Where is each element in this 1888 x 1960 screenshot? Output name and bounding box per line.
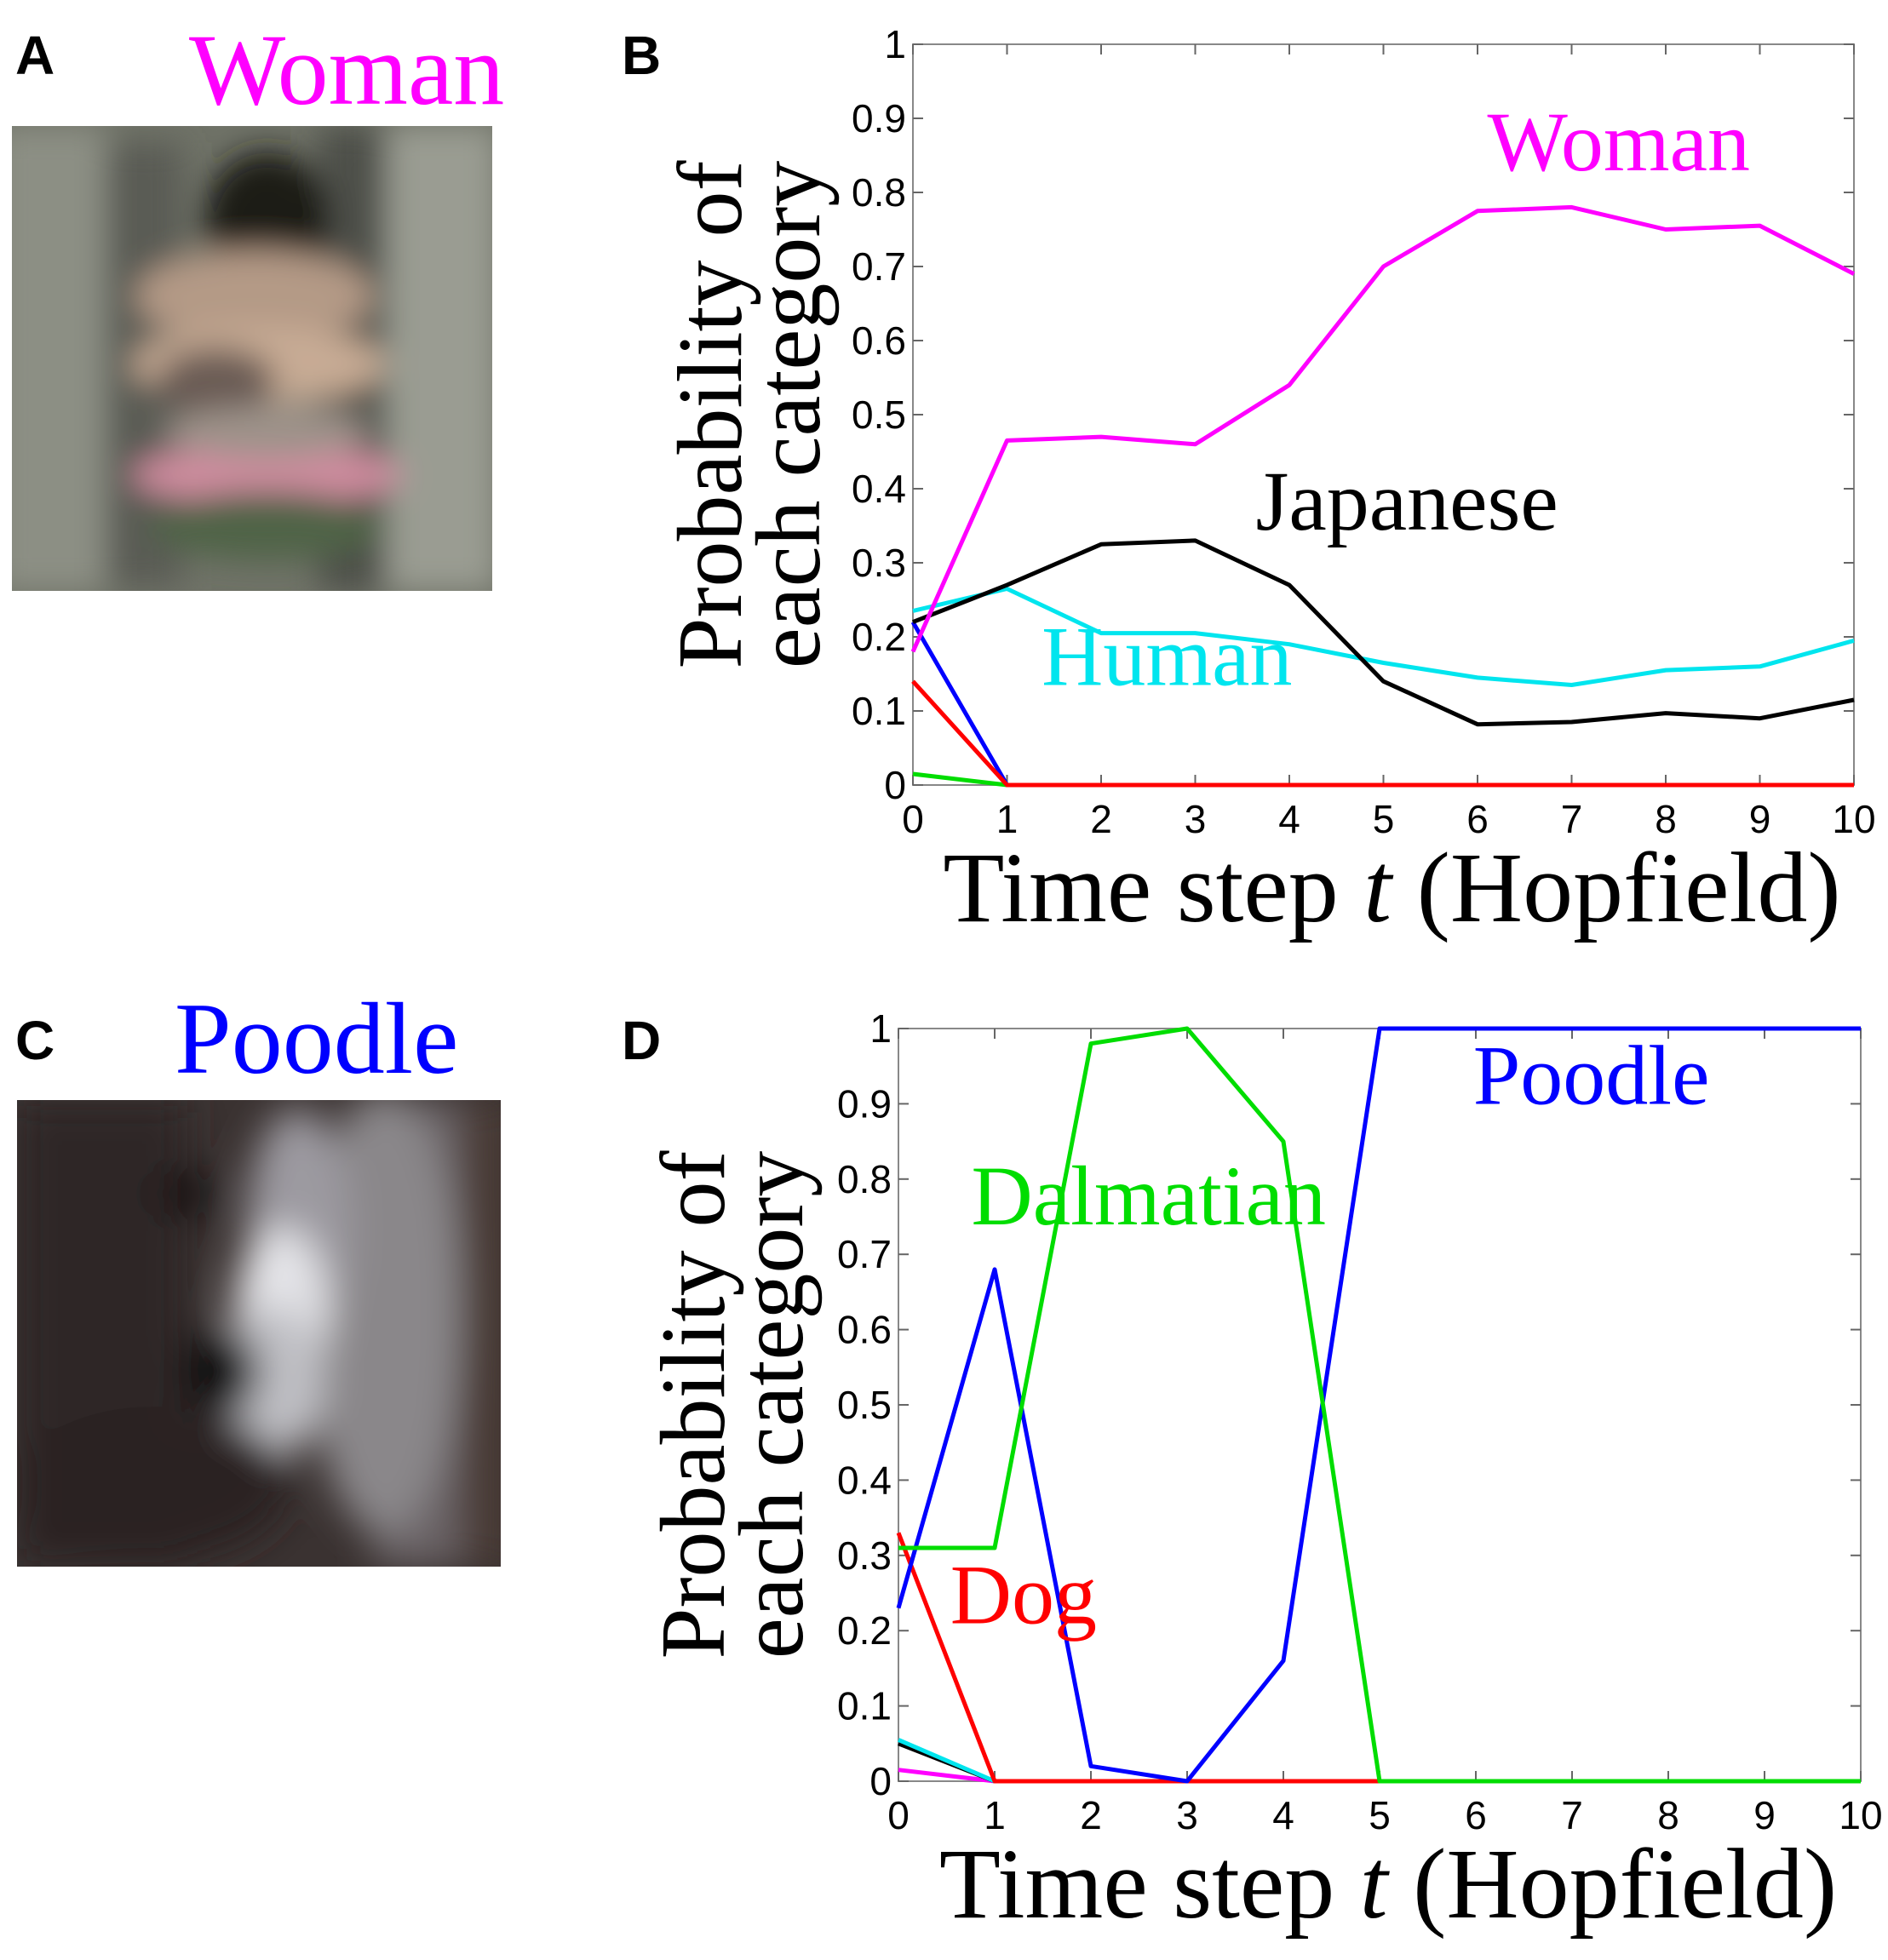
d-y-tick-label: 0.1 bbox=[837, 1684, 892, 1728]
d-y-tick-label: 0.8 bbox=[837, 1157, 892, 1201]
b-line-human bbox=[912, 587, 1855, 687]
b-x-tick-label: 9 bbox=[1749, 797, 1771, 841]
chart-d: 00.10.20.30.40.50.60.70.80.910 1 2 3 4 5 6 7 8 9 1… bbox=[643, 1006, 1882, 1940]
b-x-tick-label: 6 bbox=[1466, 797, 1489, 841]
d-x-tick-label: 7 bbox=[1561, 1793, 1583, 1837]
d-x-tick-label: 6 bbox=[1465, 1793, 1487, 1837]
b-x-tick-label: 8 bbox=[1655, 797, 1677, 841]
b-y-tick-label: 0.9 bbox=[852, 96, 906, 140]
b-x-tick-label: 7 bbox=[1561, 797, 1583, 841]
b-x-tick-label: 3 bbox=[1185, 797, 1207, 841]
d-y-tick-label: 0.5 bbox=[837, 1383, 892, 1427]
b-y-tick-label: 0.4 bbox=[852, 467, 906, 511]
b-y-tick-label: 0.7 bbox=[852, 244, 906, 289]
d-x-tick-label: 10 bbox=[1839, 1793, 1882, 1837]
b-y-tick-label: 0.8 bbox=[852, 170, 906, 215]
b-annotation-human: Human bbox=[1042, 610, 1292, 704]
d-x-tick-label: 5 bbox=[1369, 1793, 1391, 1837]
d-x-tick-label: 3 bbox=[1176, 1793, 1198, 1837]
panel-label-c: C bbox=[15, 1010, 55, 1071]
d-x-tick-label: 2 bbox=[1080, 1793, 1102, 1837]
b-x-tick-label: 0 bbox=[902, 797, 924, 841]
panel-label-a: A bbox=[15, 25, 55, 86]
panel-label-b: B bbox=[622, 25, 662, 86]
b-y-axis-label-line2: each category bbox=[738, 161, 840, 669]
image-title-woman: Woman bbox=[189, 13, 505, 126]
d-line-dalmatian bbox=[898, 1026, 1861, 1784]
b-annotation-japanese: Japanese bbox=[1255, 454, 1558, 548]
image-title-poodle: Poodle bbox=[175, 982, 459, 1095]
d-y-tick-label: 0.9 bbox=[837, 1081, 892, 1126]
d-y-axis-label-line1: Probability of bbox=[643, 1150, 744, 1659]
b-x-tick-label: 4 bbox=[1278, 797, 1300, 841]
d-y-tick-label: 0.3 bbox=[837, 1533, 892, 1578]
b-y-axis-label-line1: Probability of bbox=[660, 160, 761, 668]
d-line-poodle bbox=[896, 1026, 1861, 1784]
b-y-tick-label: 0.2 bbox=[852, 615, 906, 659]
d-y-tick-label: 0.7 bbox=[837, 1232, 892, 1276]
d-x-tick-label: 8 bbox=[1657, 1793, 1679, 1837]
b-y-tick-label: 0.6 bbox=[852, 318, 906, 363]
b-x-tick-label: 10 bbox=[1832, 797, 1875, 841]
d-y-tick-label: 0.4 bbox=[837, 1458, 892, 1502]
d-y-axis-label-line2: each category bbox=[721, 1151, 823, 1659]
d-plot-frame bbox=[898, 1028, 1862, 1782]
b-y-tick-label: 0.5 bbox=[852, 393, 906, 437]
d-annotation-dog: Dog bbox=[950, 1547, 1097, 1642]
d-x-tick-label: 1 bbox=[984, 1793, 1006, 1837]
b-line-japanese bbox=[912, 538, 1855, 727]
chart-b: 00.10.20.30.40.50.60.70.80.910 1 2 3 4 5 6 7 8 9 1… bbox=[660, 22, 1876, 943]
d-annotation-dalmatian: Dalmatian bbox=[972, 1149, 1327, 1243]
panel-label-d: D bbox=[622, 1010, 662, 1071]
d-x-tick-label: 4 bbox=[1272, 1793, 1294, 1837]
d-y-tick-label: 0.2 bbox=[837, 1608, 892, 1653]
b-x-axis-label: Time step t (Hopfield) bbox=[943, 832, 1840, 943]
b-line-woman bbox=[910, 204, 1856, 653]
d-y-tick-label: 1 bbox=[869, 1006, 892, 1051]
d-y-tick-label: 0 bbox=[869, 1759, 892, 1803]
b-line-series-3 bbox=[911, 679, 1854, 788]
b-y-tick-label: 1 bbox=[884, 22, 906, 66]
d-x-axis-label: Time step t (Hopfield) bbox=[939, 1828, 1837, 1940]
d-x-tick-label: 0 bbox=[887, 1793, 910, 1837]
b-y-tick-label: 0.3 bbox=[852, 541, 906, 585]
woman-blurred-image bbox=[12, 126, 492, 591]
d-y-tick-label: 0.6 bbox=[837, 1308, 892, 1352]
b-x-tick-label: 1 bbox=[996, 797, 1019, 841]
b-x-tick-label: 5 bbox=[1373, 797, 1395, 841]
d-x-tick-label: 9 bbox=[1753, 1793, 1776, 1837]
b-x-tick-label: 2 bbox=[1090, 797, 1112, 841]
b-annotation-woman: Woman bbox=[1487, 95, 1750, 189]
poodle-blurred-image bbox=[17, 1100, 501, 1567]
b-y-tick-label: 0 bbox=[884, 763, 906, 807]
d-annotation-poodle: Poodle bbox=[1473, 1028, 1710, 1122]
b-y-tick-label: 0.1 bbox=[852, 689, 906, 733]
